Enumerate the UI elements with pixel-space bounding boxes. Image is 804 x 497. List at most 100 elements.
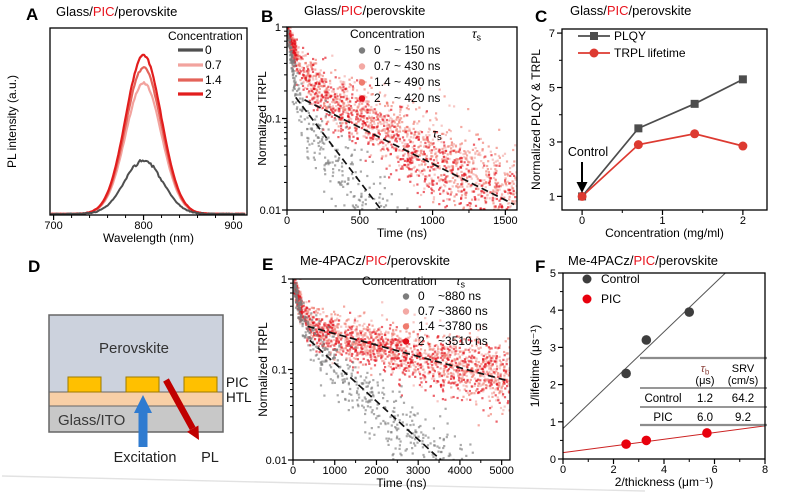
svg-text:1.4: 1.4 [374,75,391,89]
svg-text:PLQY: PLQY [614,29,646,43]
title-pre: Glass/ [304,3,341,18]
svg-text:700: 700 [44,220,62,232]
svg-text:PL: PL [201,450,219,466]
title-highlight: PIC [633,253,656,268]
panel-e-letter: E [262,255,274,274]
svg-text:~ 490 ns: ~ 490 ns [394,75,440,89]
page-edge-line [1,475,646,492]
svg-text:τs: τs [472,27,482,43]
legend: Concentration τs0 ~880 ns0.7 ~3860 ns1.4 ~37… [362,274,488,348]
control-annotation: Control [568,145,608,193]
svg-text:Time (ns): Time (ns) [377,226,427,240]
svg-text:Excitation: Excitation [114,450,177,466]
axes: 0 500 1000 1500 1 0.1 0.01 Time (ns) Normalized … [258,22,518,240]
title-pre: Glass/ [570,3,607,18]
panel-b-title: Glass/PIC/perovskite [304,3,426,18]
svg-text:Concentration: Concentration [350,27,425,41]
svg-text:0.7: 0.7 [205,58,222,72]
series [577,75,748,201]
title-post: /perovskite [628,3,692,18]
svg-text:0: 0 [579,215,585,227]
title-pre: Glass/ [56,4,93,19]
svg-text:1: 1 [659,215,665,227]
device-stack: Perovskite Glass/ITO [48,314,224,433]
title-pre: Me-4PACz/ [568,253,634,268]
svg-text:Perovskite: Perovskite [99,340,169,357]
panel-a-letter: A [26,5,39,24]
svg-text:800: 800 [134,220,152,232]
svg-text:Normalized PLQY & TRPL: Normalized PLQY & TRPL [530,49,543,190]
panel-a-title: Glass/PIC/perovskite [56,4,178,19]
svg-text:1500: 1500 [493,215,517,227]
svg-text:Concentration (mg/ml): Concentration (mg/ml) [605,226,724,240]
svg-text:TRPL lifetime: TRPL lifetime [614,46,686,60]
axes: 0 1 2 1 3 5 7 Concentration (mg/ml) Normalized P… [530,28,768,240]
pl-curves [50,53,246,215]
axes: 700 800 900 Wavelength (nm) PL intensity (a.… [5,27,248,245]
panel-c: C Glass/PIC/perovskite Control 0 1 2 1 3 5 7 Con… [530,0,804,250]
chart-plqy-trpl: Control 0 1 2 1 3 5 7 Concentration (mg/ml) Norma… [530,28,768,240]
chart-trpl-glass: τs 0 500 1000 1500 1 0.1 0.01 Time (ns) Normalize… [258,22,518,240]
svg-text:PIC: PIC [226,375,249,390]
title-post: /perovskite [362,3,426,18]
svg-text:900: 900 [224,220,242,232]
title-post: /perovskite [114,4,178,19]
svg-text:Control: Control [568,145,608,159]
svg-text:1.4: 1.4 [205,73,222,87]
legend: Concentration τs 0 ~ 150 ns0.7 ~ 430 ns1.4 ~ … [350,27,482,105]
decay-scatter [293,279,510,460]
legend: PLQY TRPL lifetime [578,29,686,60]
panel-c-letter: C [535,7,548,26]
svg-text:~ 150 ns: ~ 150 ns [394,43,440,57]
svg-text:1: 1 [549,191,555,203]
title-pre: Me-4PACz/ [300,253,366,268]
svg-text:HTL: HTL [226,390,252,405]
panel-e: E Me-4PACz/PIC/perovskite 0 1000 2000 3000 4… [258,250,530,497]
svg-text:PL intensity (a.u.): PL intensity (a.u.) [5,75,19,168]
svg-text:3: 3 [549,137,555,149]
title-post: /perovskite [387,253,451,268]
panel-c-title: Glass/PIC/perovskite [570,3,692,18]
svg-text:τs: τs [433,126,443,142]
svg-text:0: 0 [284,215,290,227]
panel-f-title: Me-4PACz/PIC/perovskite [568,253,719,268]
title-highlight: PIC [606,3,629,18]
svg-text:500: 500 [351,215,369,227]
svg-text:2: 2 [740,215,746,227]
svg-text:1: 1 [275,22,281,34]
panel-b: B Glass/PIC/perovskite τs 0 500 1000 1500 1 0.… [258,0,530,250]
title-post: /perovskite [655,253,719,268]
svg-text:5: 5 [549,83,555,95]
svg-text:Wavelength (nm): Wavelength (nm) [103,231,194,245]
svg-text:0.7: 0.7 [374,59,391,73]
panel-a: A Glass/PIC/perovskite 700 800 900 Waveleng… [0,0,258,250]
svg-text:0: 0 [374,43,381,57]
svg-text:0.01: 0.01 [260,205,281,217]
panel-d: D Perovskite Glass/ITO PIC HTL Excitation PL [0,250,258,497]
title-highlight: PIC [365,253,388,268]
panel-b-letter: B [261,7,274,26]
decay-scatter [287,27,517,210]
title-highlight: PIC [340,3,363,18]
series [562,272,766,454]
panel-e-title: Me-4PACz/PIC/perovskite [300,253,451,268]
panel-d-letter: D [28,257,41,276]
title-highlight: PIC [92,4,115,19]
svg-text:2: 2 [374,91,381,105]
panel-f-letter: F [535,257,546,276]
chart-pl-spectra: 700 800 900 Wavelength (nm) PL intensity (a.… [5,27,248,245]
panel-f: F Me-4PACz/PIC/perovskite τb (μs) SRV (cm/s… [530,250,804,497]
svg-text:2: 2 [205,87,212,101]
svg-text:~ 420 ns: ~ 420 ns [394,91,440,105]
svg-text:~ 430 ns: ~ 430 ns [394,59,440,73]
svg-text:Concentration: Concentration [168,29,243,43]
